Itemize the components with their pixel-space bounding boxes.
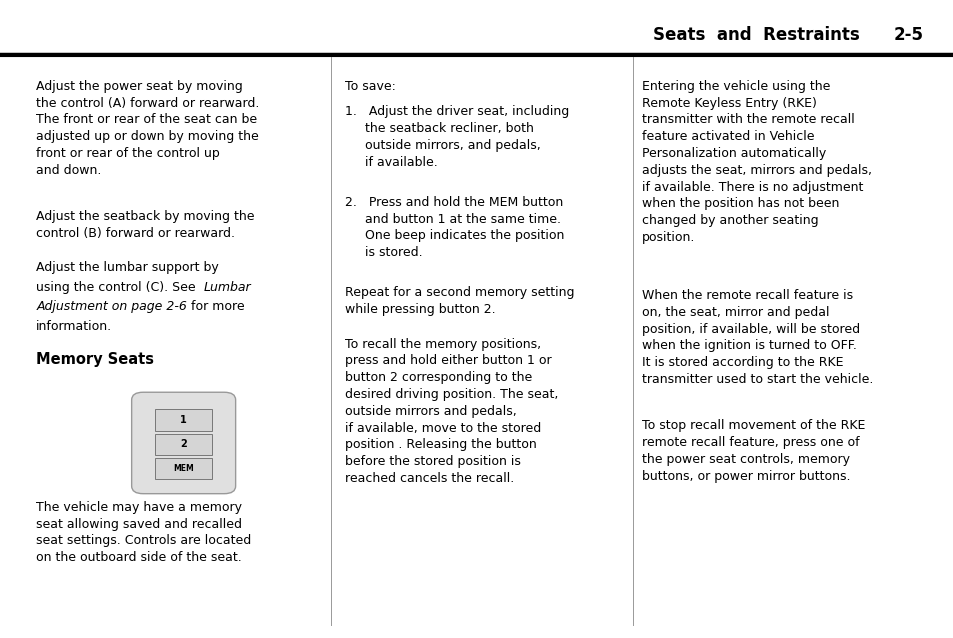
- Text: MEM: MEM: [173, 464, 193, 473]
- Bar: [155, 457, 212, 479]
- Text: When the remote recall feature is
on, the seat, mirror and pedal
position, if av: When the remote recall feature is on, th…: [641, 289, 873, 386]
- Text: 2.   Press and hold the MEM button
     and button 1 at the same time.
     One : 2. Press and hold the MEM button and but…: [345, 196, 564, 259]
- Text: Entering the vehicle using the
Remote Keyless Entry (RKE)
transmitter with the r: Entering the vehicle using the Remote Ke…: [641, 80, 871, 244]
- Text: 2-5: 2-5: [893, 26, 923, 44]
- Text: 2: 2: [180, 440, 187, 449]
- Text: information.: information.: [36, 320, 112, 333]
- Text: Adjust the lumbar support by: Adjust the lumbar support by: [36, 261, 219, 274]
- Text: To recall the memory positions,
press and hold either button 1 or
button 2 corre: To recall the memory positions, press an…: [345, 338, 558, 485]
- Text: Memory Seats: Memory Seats: [36, 352, 154, 367]
- Text: Repeat for a second memory setting
while pressing button 2.: Repeat for a second memory setting while…: [345, 286, 575, 316]
- Bar: [155, 434, 212, 455]
- Text: To stop recall movement of the RKE
remote recall feature, press one of
the power: To stop recall movement of the RKE remot…: [641, 419, 864, 482]
- Bar: [155, 410, 212, 431]
- FancyBboxPatch shape: [132, 392, 235, 494]
- Text: Adjust the power seat by moving
the control (A) forward or rearward.
The front o: Adjust the power seat by moving the cont…: [36, 80, 259, 177]
- Text: 1: 1: [180, 415, 187, 426]
- Text: for more: for more: [187, 300, 244, 313]
- Text: Adjustment on page 2-6: Adjustment on page 2-6: [36, 300, 187, 313]
- Text: Adjust the seatback by moving the
control (B) forward or rearward.: Adjust the seatback by moving the contro…: [36, 210, 254, 240]
- Text: using the control (C). See: using the control (C). See: [36, 281, 200, 293]
- Text: The vehicle may have a memory
seat allowing saved and recalled
seat settings. Co: The vehicle may have a memory seat allow…: [36, 501, 252, 564]
- Text: Seats  and  Restraints: Seats and Restraints: [653, 26, 860, 44]
- Text: To save:: To save:: [345, 80, 395, 93]
- Text: 1.   Adjust the driver seat, including
     the seatback recliner, both
     out: 1. Adjust the driver seat, including the…: [345, 105, 569, 168]
- Text: Lumbar: Lumbar: [203, 281, 251, 293]
